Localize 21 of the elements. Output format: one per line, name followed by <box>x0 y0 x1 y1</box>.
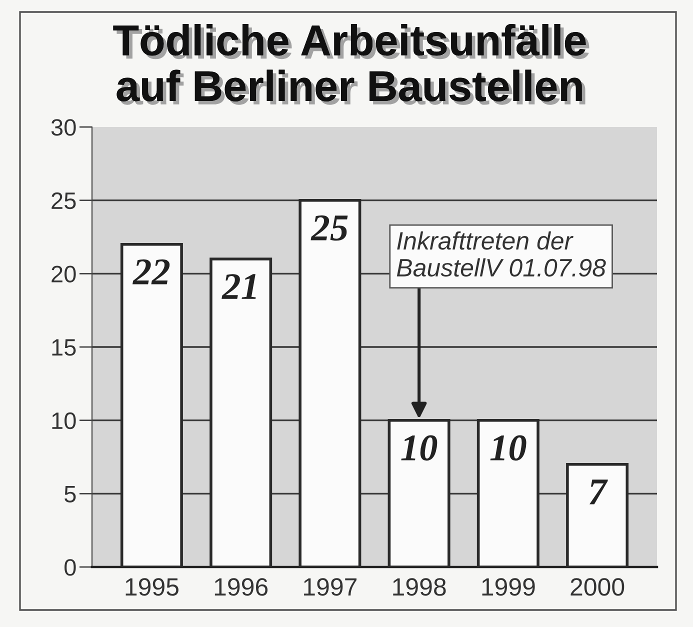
y-tick-label: 20 <box>52 266 76 282</box>
y-tick-label: 0 <box>64 559 76 576</box>
y-tick-label: 25 <box>52 192 76 210</box>
data-label: 7 <box>589 480 608 504</box>
annotation: Inkrafttreten der BaustellV 01.07.98 <box>396 231 606 277</box>
y-tick-label: 5 <box>64 486 76 502</box>
y-tick-label: 30 <box>51 119 76 136</box>
data-label: 22 <box>132 259 170 284</box>
x-tick-label: 1996 <box>214 578 268 596</box>
chart-title: Tödliche Arbeitsunfälle auf Berliner Baustellen <box>113 24 590 105</box>
y-tick-label: 10 <box>52 412 76 430</box>
data-label: 10 <box>490 435 526 461</box>
data-label: 10 <box>401 435 438 461</box>
x-tick-label: 1999 <box>482 578 535 596</box>
x-tick-label: 1998 <box>393 578 446 596</box>
x-tick-label: 2000 <box>570 578 624 596</box>
data-label: 25 <box>310 215 348 241</box>
data-label: 21 <box>222 274 256 299</box>
x-tick-label: 1995 <box>126 578 178 596</box>
x-tick-label: 1997 <box>304 578 356 596</box>
y-tick-label: 15 <box>52 339 76 356</box>
